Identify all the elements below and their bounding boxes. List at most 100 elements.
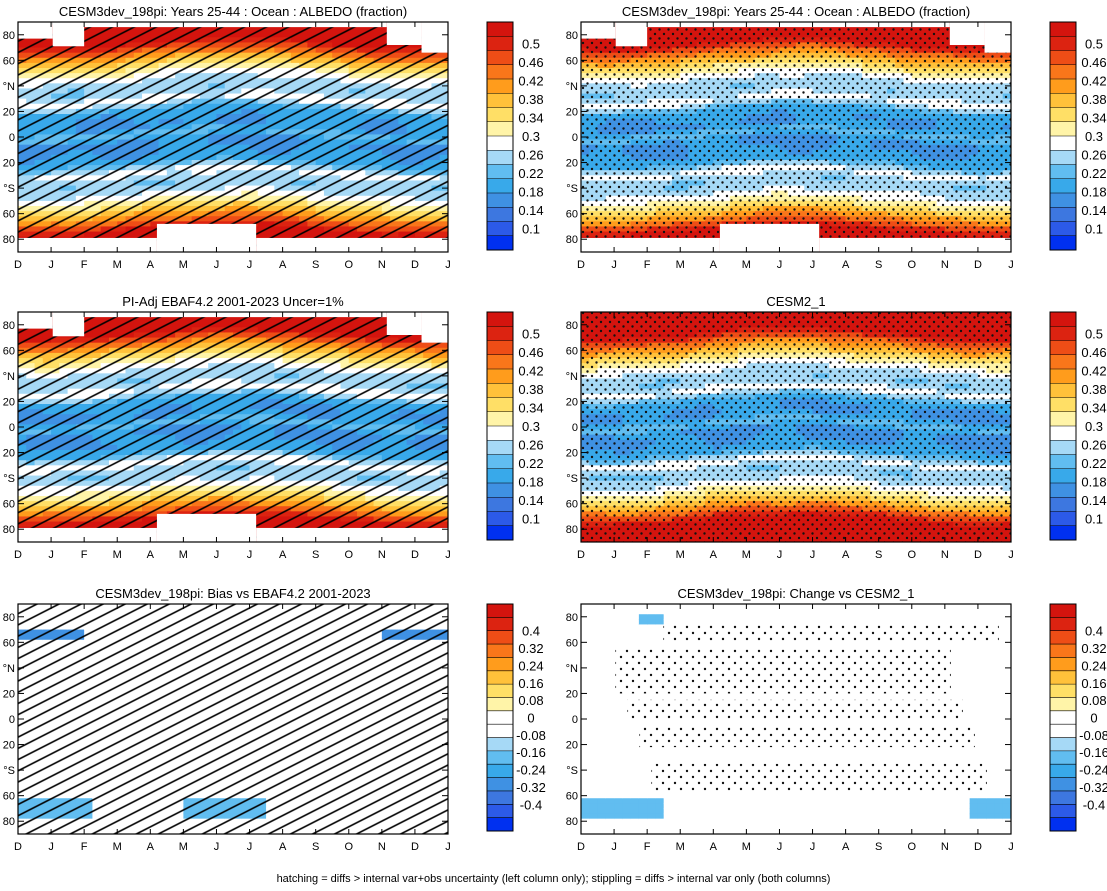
colorbar-swatch — [1050, 64, 1076, 80]
panel-title: CESM3dev_198pi: Years 25-44 : Ocean : AL… — [59, 4, 407, 19]
panel-title: CESM3dev_198pi: Years 25-44 : Ocean : AL… — [622, 4, 970, 19]
field-p3 — [18, 312, 448, 542]
y-tick-label: °S — [3, 183, 15, 195]
colorbar: 0.50.460.420.380.340.30.260.220.180.140.… — [1049, 21, 1107, 251]
colorbar-label: 0.22 — [518, 166, 543, 181]
x-tick-label: D — [411, 259, 419, 271]
no-data-mask — [84, 22, 387, 28]
colorbar-swatch — [487, 178, 513, 194]
no-data-mask — [156, 223, 257, 252]
colorbar-swatch — [487, 36, 513, 51]
colorbar-label: 0.34 — [518, 110, 543, 125]
colorbar-swatch — [487, 136, 513, 151]
colorbar-swatch — [487, 207, 513, 222]
colorbar-label: 0.5 — [1085, 36, 1103, 51]
x-tick-label: J — [445, 259, 451, 271]
colorbar-swatch — [1050, 22, 1076, 37]
x-tick-label: N — [378, 259, 386, 271]
y-tick-label: 60 — [3, 55, 15, 67]
no-data-mask — [52, 22, 85, 47]
colorbar-swatch — [1050, 164, 1076, 180]
y-tick-label: 80 — [566, 234, 578, 246]
colorbar-swatch — [487, 164, 513, 180]
colorbar-swatch — [487, 107, 513, 123]
colorbar-label: 0.42 — [518, 73, 543, 88]
colorbar-label: 0.18 — [518, 185, 543, 200]
x-tick-label: A — [279, 259, 287, 271]
y-tick-label: 60 — [566, 55, 578, 67]
x-tick-label: A — [710, 259, 718, 271]
colorbar: 0.50.460.420.380.340.30.260.220.180.140.… — [486, 21, 544, 251]
no-data-mask — [647, 22, 950, 28]
colorbar-swatch — [487, 193, 513, 208]
colorbar-label: 0.5 — [522, 36, 540, 51]
panel-p3: PI-Adj EBAF4.2 2001-2023 Uncer=1%D J F M A M J… — [3, 294, 544, 561]
colorbar-label: 0.1 — [1085, 222, 1103, 237]
y-tick-label: 80 — [3, 30, 15, 42]
colorbar-label: 0.46 — [1081, 55, 1106, 70]
colorbar-swatch — [487, 64, 513, 80]
x-tick-label: M — [742, 259, 751, 271]
y-tick-label: 80 — [3, 234, 15, 246]
x-tick-label: M — [113, 259, 122, 271]
y-tick-label: 60 — [3, 209, 15, 221]
colorbar-label: 0.26 — [518, 148, 543, 163]
colorbar-swatch — [487, 121, 513, 137]
colorbar-swatch — [1050, 93, 1076, 108]
y-tick-label: 0 — [9, 132, 15, 144]
colorbar-label: 0.34 — [1081, 110, 1106, 125]
x-tick-label: J — [611, 259, 617, 271]
x-tick-label: J — [777, 259, 783, 271]
colorbar-swatch — [1050, 178, 1076, 194]
stipple-overlay — [581, 22, 1011, 252]
colorbar-label: 0.14 — [1081, 203, 1106, 218]
x-tick-label: J — [1008, 259, 1014, 271]
colorbar-swatch — [1050, 207, 1076, 222]
x-tick-label: A — [147, 259, 155, 271]
colorbar-label: 0.38 — [1081, 92, 1106, 107]
colorbar-swatch — [487, 235, 513, 251]
no-data-mask — [949, 22, 985, 45]
colorbar-swatch — [1050, 136, 1076, 151]
colorbar-label: 0.18 — [1081, 185, 1106, 200]
x-tick-label: S — [312, 259, 319, 271]
colorbar-label: 0.46 — [518, 55, 543, 70]
x-tick-label: F — [644, 259, 651, 271]
field-p1 — [18, 22, 448, 252]
colorbar-swatch — [1050, 107, 1076, 123]
hatch-overlay — [18, 22, 448, 252]
colorbar-swatch — [1050, 193, 1076, 208]
x-tick-label: A — [842, 259, 850, 271]
no-data-mask — [18, 237, 157, 252]
colorbar-frame — [486, 21, 514, 251]
x-tick-label: D — [577, 259, 585, 271]
colorbar-swatch — [487, 79, 513, 94]
x-tick-label: J — [247, 259, 253, 271]
colorbar-label: 0.42 — [1081, 73, 1106, 88]
colorbar-label: 0.38 — [518, 92, 543, 107]
no-data-mask — [256, 237, 448, 252]
y-tick-label: °N — [566, 81, 578, 93]
no-data-mask — [581, 22, 616, 39]
field-p2 — [581, 22, 1011, 252]
no-data-mask — [581, 237, 720, 252]
x-tick-label: F — [81, 259, 88, 271]
x-tick-label: S — [875, 259, 882, 271]
colorbar-swatch — [1050, 50, 1076, 66]
x-tick-label: J — [810, 259, 816, 271]
x-tick-label: D — [14, 259, 22, 271]
colorbar-swatch — [1050, 221, 1076, 237]
colorbar-swatch — [487, 22, 513, 37]
y-tick-label: 20 — [3, 158, 15, 170]
x-tick-label: M — [676, 259, 685, 271]
colorbar-frame — [1049, 21, 1077, 251]
panel-p2: CESM3dev_198pi: Years 25-44 : Ocean : AL… — [566, 4, 1107, 271]
no-data-mask — [984, 22, 1011, 53]
x-tick-label: N — [941, 259, 949, 271]
y-tick-label: 20 — [3, 106, 15, 118]
y-tick-label: 0 — [572, 132, 578, 144]
x-tick-label: J — [48, 259, 54, 271]
x-tick-label: D — [974, 259, 982, 271]
colorbar-label: 0.22 — [1081, 166, 1106, 181]
